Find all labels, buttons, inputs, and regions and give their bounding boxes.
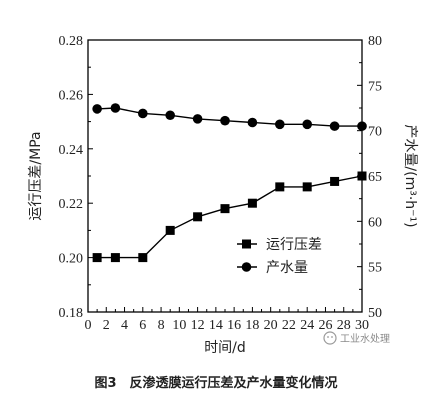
water-output-point <box>110 103 121 113</box>
y-right-tick-label: 65 <box>368 170 382 185</box>
water-output-point <box>220 115 230 126</box>
pressure-point <box>138 253 148 263</box>
water-output-point <box>329 121 340 131</box>
x-tick-label: 20 <box>264 318 278 333</box>
x-tick-label: 30 <box>355 318 369 333</box>
y-right-tick-label: 70 <box>368 125 382 140</box>
legend-circle-marker <box>241 262 252 272</box>
y-right-tick-label: 50 <box>368 306 382 321</box>
pressure-point <box>302 182 312 192</box>
figure-caption: 图3 反渗透膜运行压差及产水量变化情况 <box>94 375 337 391</box>
water-output-point <box>275 119 285 130</box>
series-line-0 <box>97 175 363 259</box>
x-tick-label: 28 <box>337 318 351 333</box>
water-output-point <box>192 114 203 124</box>
x-tick-label: 16 <box>227 318 241 333</box>
y-axis-left-title: 运行压差/MPa <box>28 131 44 220</box>
legend-item-pressure: 运行压差 <box>237 237 322 253</box>
pressure-point <box>220 204 230 214</box>
water-output-point <box>165 110 175 121</box>
pressure-point <box>92 253 102 263</box>
y-left-tick-label: 0.18 <box>59 306 84 321</box>
pressure-point <box>247 198 257 208</box>
pressure-point <box>330 176 340 186</box>
x-tick-label: 6 <box>139 318 146 333</box>
y-right-tick-label: 80 <box>368 34 382 49</box>
wechat-icon <box>323 331 337 345</box>
x-tick-label: 4 <box>121 318 128 333</box>
x-tick-label: 26 <box>318 318 332 333</box>
y-left-tick-label: 0.26 <box>59 88 84 103</box>
x-tick-label: 0 <box>85 318 92 333</box>
x-tick-label: 12 <box>191 318 205 333</box>
x-tick-label: 8 <box>158 318 165 333</box>
y-right-tick-label: 55 <box>368 261 382 276</box>
y-left-tick-label: 0.28 <box>59 34 84 49</box>
x-tick-label: 22 <box>282 318 296 333</box>
ticks-layer: 0 2 4 6 8 10 12 14 16 18 20 22 24 26 28 300.180.200.220… <box>59 34 383 333</box>
watermark: 工业水处理 <box>323 331 390 345</box>
series-layer <box>92 103 367 263</box>
y-left-tick-label: 0.20 <box>59 252 84 267</box>
legend-label-pressure: 运行压差 <box>266 237 322 253</box>
y-axis-right-title: 产水量/(m³·h⁻¹) <box>402 124 418 227</box>
x-tick-label: 14 <box>209 318 223 333</box>
series-line-1 <box>97 107 362 127</box>
y-right-tick-label: 60 <box>368 215 382 230</box>
x-tick-label: 18 <box>245 318 259 333</box>
x-axis-title: 时间/d <box>204 340 246 356</box>
legend: 运行压差 产水量 <box>237 237 322 276</box>
pressure-point <box>165 225 175 235</box>
pressure-point <box>193 212 203 222</box>
watermark-text: 工业水处理 <box>340 333 390 345</box>
water-output-point <box>247 117 258 128</box>
y-right-tick-label: 75 <box>368 79 382 94</box>
water-output-point <box>92 104 102 114</box>
x-tick-label: 10 <box>172 318 186 333</box>
legend-item-water-output: 产水量 <box>237 260 308 276</box>
pressure-point <box>110 253 120 263</box>
pressure-point <box>275 182 285 192</box>
water-output-point <box>302 119 313 130</box>
water-output-point <box>138 108 148 119</box>
legend-label-water-output: 产水量 <box>266 260 308 276</box>
x-tick-label: 24 <box>300 318 314 333</box>
x-tick-label: 2 <box>103 318 110 333</box>
y-left-tick-label: 0.24 <box>59 143 84 158</box>
plot-frame <box>87 39 363 313</box>
y-left-tick-label: 0.22 <box>59 197 84 212</box>
legend-square-marker <box>242 239 251 249</box>
